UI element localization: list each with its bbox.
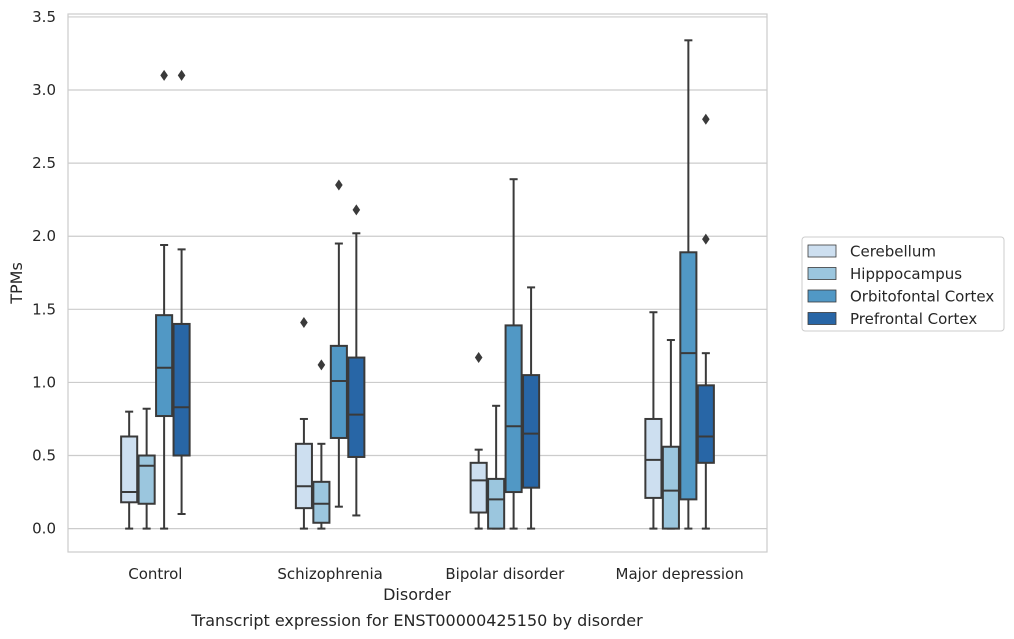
box-3-0 bbox=[644, 311, 663, 530]
legend-frame bbox=[801, 236, 1005, 332]
outlier-point bbox=[702, 233, 710, 245]
y-axis-label: TPMs bbox=[7, 262, 26, 305]
box-0-2 bbox=[155, 69, 174, 530]
y-tick-labels: 0.0 0.5 1.0 1.5 2.0 2.5 3.0 3.5 bbox=[32, 8, 56, 538]
x-axis-label: Disorder bbox=[383, 585, 451, 604]
iqr-box bbox=[469, 461, 488, 514]
legend-label: Prefrontal Cortex bbox=[850, 310, 977, 328]
iqr-box bbox=[504, 324, 523, 494]
outlier-point bbox=[177, 69, 186, 81]
box-2-1 bbox=[487, 404, 506, 530]
iqr-box bbox=[696, 384, 715, 464]
y-tick-label: 0.0 bbox=[32, 520, 56, 538]
chart-caption: Transcript expression for ENST0000042515… bbox=[190, 611, 643, 630]
legend-label: Cerebellum bbox=[850, 243, 936, 261]
y-tick-label: 0.5 bbox=[32, 447, 56, 465]
outlier-point bbox=[160, 69, 168, 81]
iqr-box bbox=[644, 417, 663, 499]
box-3-1 bbox=[661, 339, 680, 530]
outlier-point bbox=[474, 352, 483, 364]
x-tick-label: Schizophrenia bbox=[277, 565, 382, 583]
legend-swatch bbox=[807, 289, 837, 303]
plot-area-frame bbox=[67, 13, 768, 553]
iqr-box bbox=[312, 480, 331, 524]
box-0-3 bbox=[172, 69, 191, 515]
box-0-1 bbox=[137, 407, 156, 530]
y-tick-label: 1.0 bbox=[32, 373, 56, 391]
legend-label: Orbitofontal Cortex bbox=[850, 288, 994, 306]
outlier-point bbox=[335, 179, 343, 191]
box-2-2 bbox=[504, 178, 523, 530]
y-tick-label: 2.5 bbox=[32, 154, 56, 172]
y-tick-label: 2.0 bbox=[32, 227, 56, 245]
box-0-0 bbox=[120, 410, 139, 530]
outlier-point bbox=[300, 316, 308, 328]
legend: Cerebellum Hipppocampus Orbitofontal Corte… bbox=[801, 236, 1005, 332]
iqr-box bbox=[329, 344, 348, 439]
iqr-box bbox=[487, 477, 506, 530]
box-2-3 bbox=[522, 286, 541, 530]
x-tick-labels: Control Schizophrenia Bipolar disorder Majo… bbox=[128, 565, 743, 583]
x-tick-label: Major depression bbox=[616, 565, 744, 583]
box-1-3 bbox=[347, 204, 366, 517]
outlier-point bbox=[352, 204, 361, 216]
iqr-box bbox=[347, 356, 366, 458]
box-2-0 bbox=[469, 352, 488, 530]
y-tick-label: 3.0 bbox=[32, 81, 56, 99]
outlier-point bbox=[702, 113, 710, 125]
iqr-box bbox=[172, 322, 191, 457]
x-tick-label: Bipolar disorder bbox=[445, 565, 565, 583]
box-3-3 bbox=[696, 113, 715, 530]
legend-swatch bbox=[807, 267, 837, 280]
x-tick-label: Control bbox=[128, 565, 182, 583]
box-groups bbox=[120, 39, 715, 530]
box-1-1 bbox=[312, 359, 331, 530]
legend-swatch bbox=[807, 244, 837, 258]
legend-label: Hipppocampus bbox=[850, 265, 962, 283]
y-tick-label: 1.5 bbox=[32, 300, 56, 318]
iqr-box bbox=[155, 314, 174, 418]
iqr-box bbox=[120, 435, 139, 504]
legend-swatch bbox=[807, 312, 837, 325]
box-1-0 bbox=[294, 316, 313, 530]
iqr-box bbox=[294, 442, 313, 510]
iqr-box bbox=[522, 374, 541, 489]
iqr-box bbox=[661, 445, 680, 530]
box-1-2 bbox=[329, 179, 348, 508]
iqr-box bbox=[679, 251, 698, 501]
outlier-point bbox=[317, 359, 326, 371]
box-3-2 bbox=[679, 39, 698, 530]
iqr-box bbox=[137, 454, 156, 505]
y-tick-label: 3.5 bbox=[32, 8, 56, 26]
